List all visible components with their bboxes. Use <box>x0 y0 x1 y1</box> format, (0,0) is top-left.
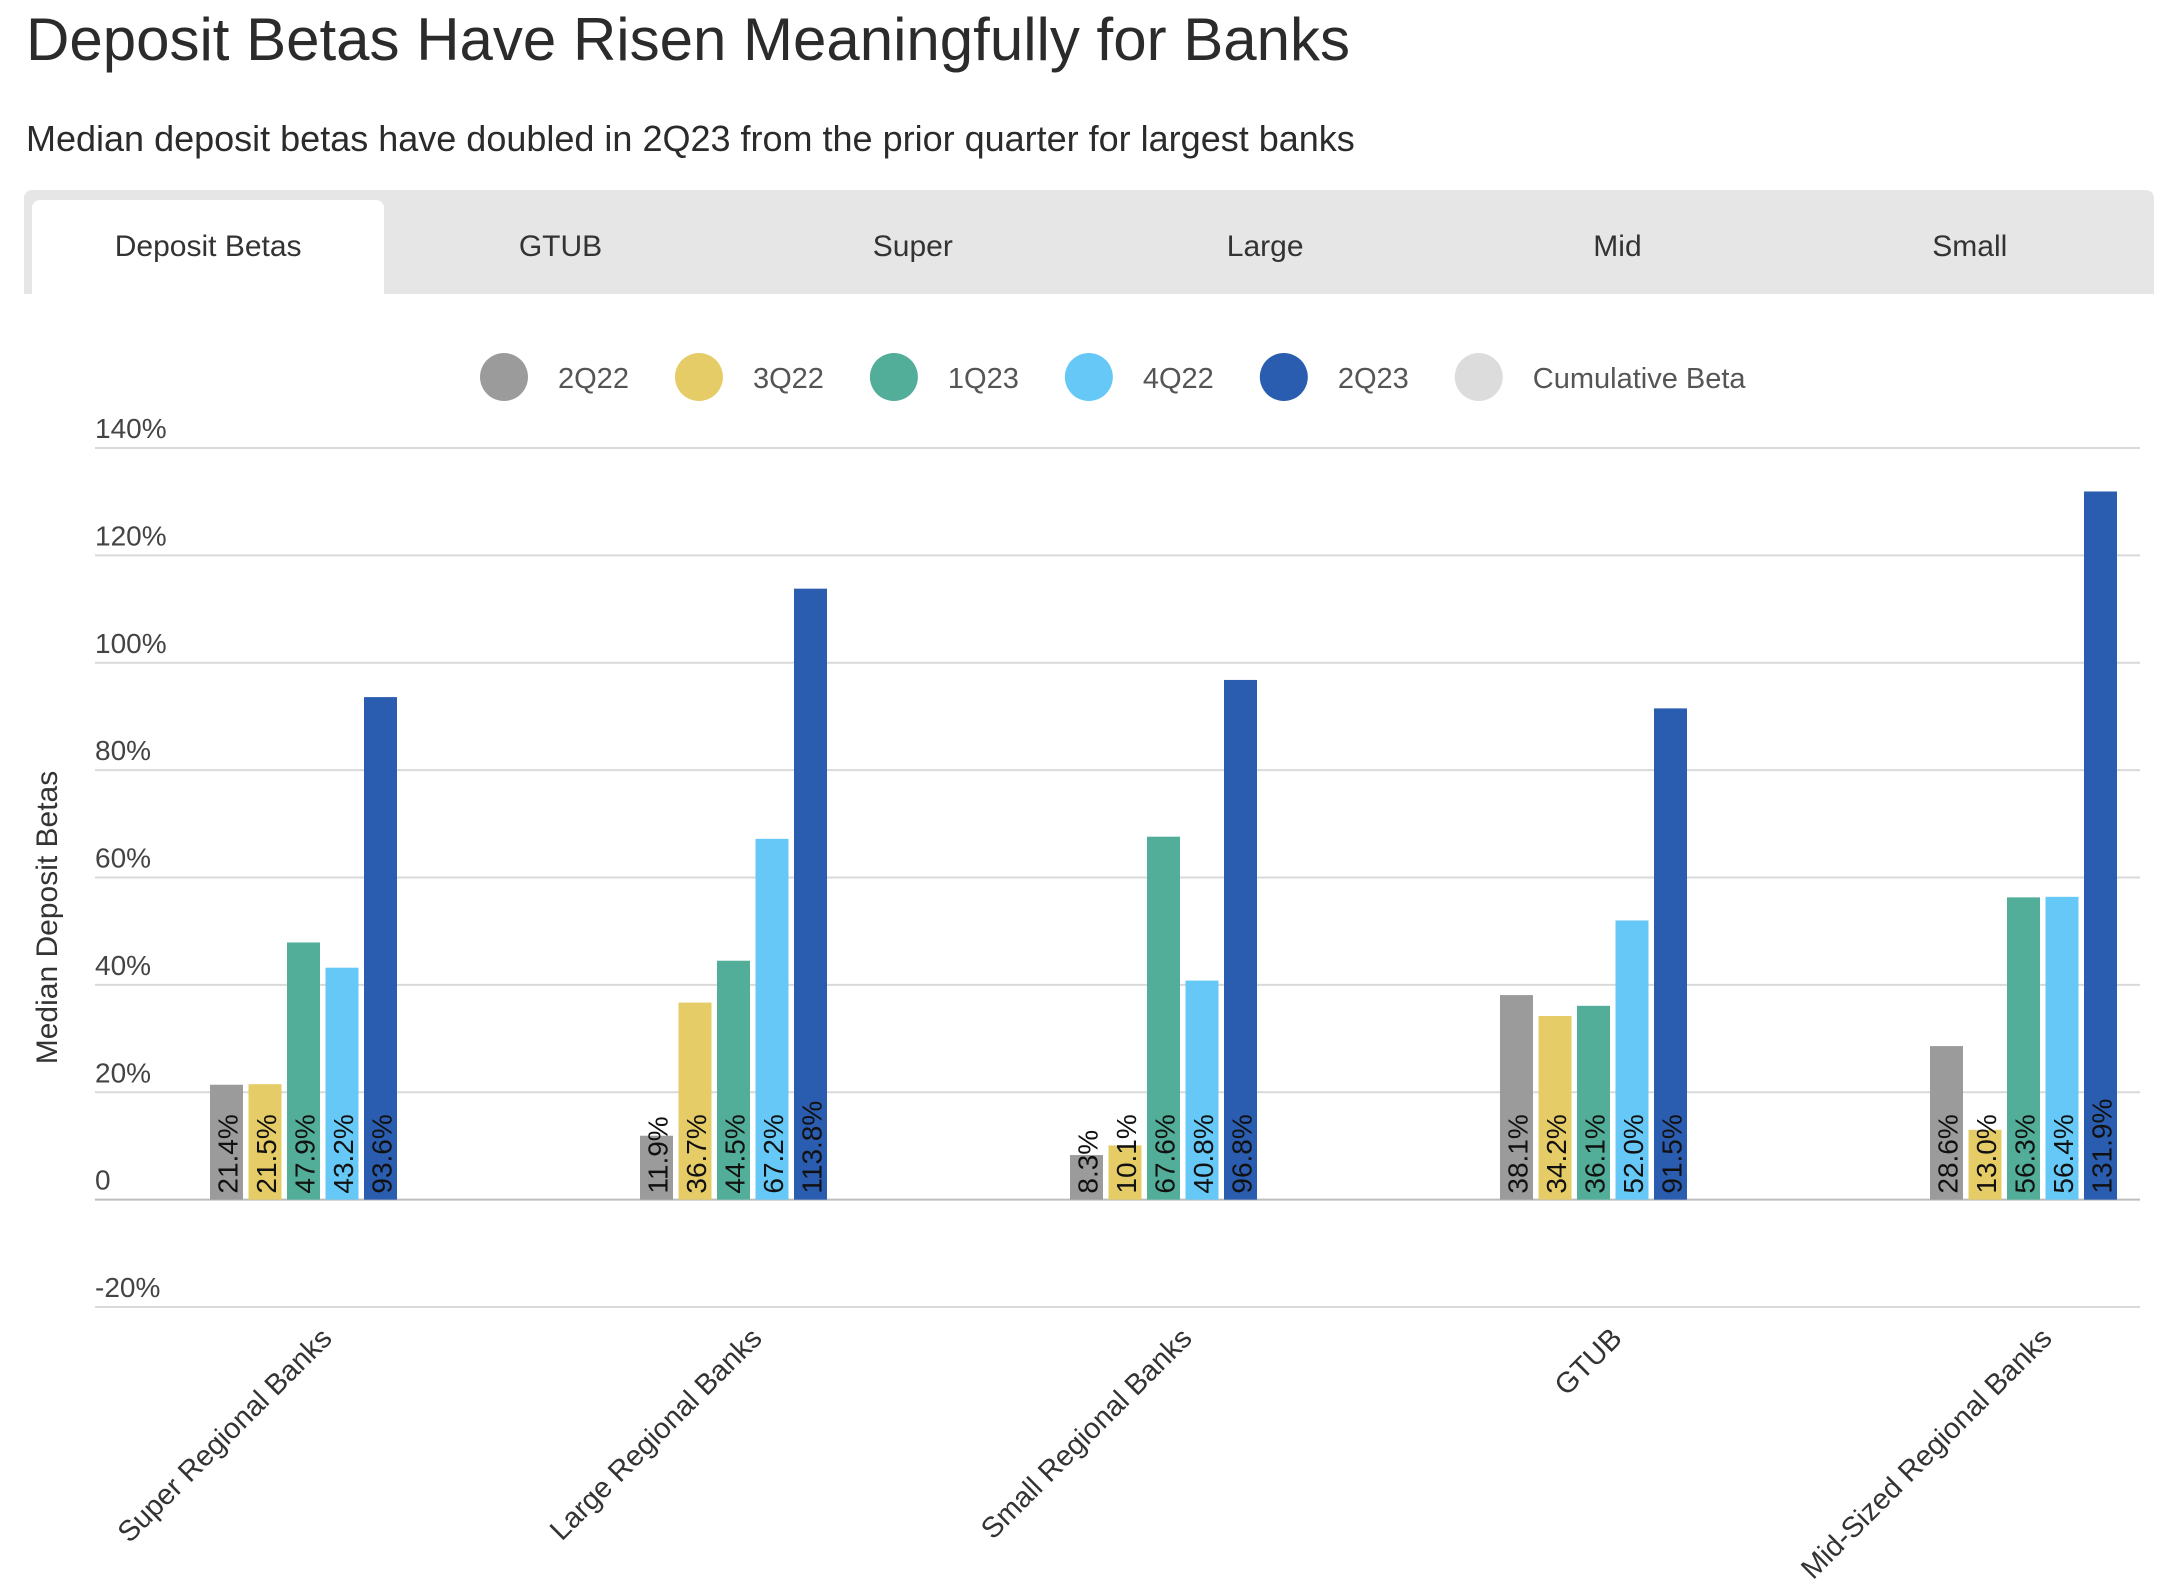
bar-2q23-mid-sized-regional-banks[interactable] <box>2084 491 2117 1200</box>
data-label-3q22-gtub: 34.2% <box>1541 1114 1572 1193</box>
bar-2q23-small-regional-banks[interactable] <box>1224 679 1257 1200</box>
legend-item-3q22[interactable]: 3Q22 <box>674 353 824 401</box>
y-tick-label: 120% <box>95 520 167 551</box>
bar-2q22-gtub[interactable] <box>1500 995 1533 1200</box>
data-label-2q22-small-regional-banks: 8.3% <box>1073 1130 1104 1194</box>
data-label-1q23-super-regional-banks: 47.9% <box>290 1114 321 1193</box>
data-label-1q23-gtub: 36.1% <box>1580 1114 1611 1193</box>
bar-2q23-gtub[interactable] <box>1654 708 1687 1200</box>
bar-1q23-super-regional-banks[interactable] <box>287 942 320 1200</box>
data-label-2q23-super-regional-banks: 93.6% <box>367 1114 398 1193</box>
legend-label: 2Q22 <box>558 363 629 395</box>
tab-deposit-betas[interactable]: Deposit Betas <box>32 200 385 294</box>
data-label-4q22-small-regional-banks: 40.8% <box>1188 1114 1219 1193</box>
bar-2q22-small-regional-banks[interactable] <box>1070 1155 1103 1200</box>
bar-4q22-super-regional-banks[interactable] <box>325 967 359 1200</box>
bar-1q23-small-regional-banks[interactable] <box>1147 836 1180 1200</box>
x-tick-label-super-regional-banks: Super Regional Banks <box>112 1322 339 1549</box>
data-label-4q22-gtub: 52.0% <box>1618 1114 1649 1193</box>
data-label-3q22-mid-sized-regional-banks: 13.0% <box>1971 1114 2002 1193</box>
page-subtitle: Median deposit betas have doubled in 2Q2… <box>26 118 1355 159</box>
legend-label: 2Q23 <box>1338 363 1409 395</box>
y-tick-label: 100% <box>95 628 167 659</box>
legend-item-2q22[interactable]: 2Q22 <box>480 353 629 401</box>
legend-label: Cumulative Beta <box>1533 363 1747 395</box>
x-tick-label-mid-sized-regional-banks: Mid-Sized Regional Banks <box>1795 1322 2058 1585</box>
tab-bar: Deposit Betas GTUB Super Large Mid Small <box>24 190 2154 294</box>
data-label-2q23-small-regional-banks: 96.8% <box>1227 1114 1258 1193</box>
bar-1q23-mid-sized-regional-banks[interactable] <box>2007 897 2040 1200</box>
bar-2q22-super-regional-banks[interactable] <box>210 1084 243 1200</box>
bar-3q22-mid-sized-regional-banks[interactable] <box>1968 1129 2002 1200</box>
data-label-2q23-mid-sized-regional-banks: 131.9% <box>2087 1099 2118 1194</box>
tab-large[interactable]: Large <box>1226 230 1304 263</box>
bar-3q22-super-regional-banks[interactable] <box>248 1084 282 1200</box>
data-label-3q22-large-regional-banks: 36.7% <box>681 1114 712 1193</box>
data-label-4q22-large-regional-banks: 67.2% <box>758 1114 789 1193</box>
bar-3q22-gtub[interactable] <box>1538 1016 1572 1200</box>
data-label-2q22-super-regional-banks: 21.4% <box>213 1114 244 1193</box>
data-label-3q22-small-regional-banks: 10.1% <box>1111 1114 1142 1193</box>
y-tick-label: 60% <box>95 843 151 874</box>
y-tick-label: -20% <box>95 1272 160 1303</box>
y-tick-label: 80% <box>95 735 151 766</box>
y-axis-label: Median Deposit Betas <box>31 771 64 1065</box>
data-label-1q23-small-regional-banks: 67.6% <box>1150 1114 1181 1193</box>
data-label-2q22-large-regional-banks: 11.9% <box>643 1116 674 1193</box>
x-tick-label-large-regional-banks: Large Regional Banks <box>544 1322 768 1546</box>
bar-2q23-super-regional-banks[interactable] <box>364 697 397 1200</box>
data-label-1q23-mid-sized-regional-banks: 56.3% <box>2010 1114 2041 1193</box>
legend-swatch <box>869 353 918 401</box>
x-tick-label-small-regional-banks: Small Regional Banks <box>975 1322 1198 1545</box>
data-label-2q22-mid-sized-regional-banks: 28.6% <box>1933 1114 1964 1193</box>
bar-1q23-large-regional-banks[interactable] <box>717 960 750 1200</box>
bar-2q22-mid-sized-regional-banks[interactable] <box>1930 1046 1963 1200</box>
tab-mid[interactable]: Mid <box>1593 230 1642 263</box>
bar-2q22-large-regional-banks[interactable] <box>640 1135 673 1200</box>
bar-2q23-large-regional-banks[interactable] <box>794 588 827 1200</box>
legend-label: 4Q22 <box>1143 363 1214 395</box>
data-label-2q23-large-regional-banks: 113.8% <box>797 1101 828 1194</box>
data-label-3q22-super-regional-banks: 21.5% <box>251 1114 282 1193</box>
bar-4q22-gtub[interactable] <box>1615 920 1649 1200</box>
data-label-2q23-gtub: 91.5% <box>1657 1114 1688 1193</box>
bar-chart: -20% 0 20% 40% 60% 80% 100% 120% 140% Median Depo… <box>31 353 2140 1585</box>
legend-swatch <box>674 353 723 401</box>
y-tick-label: 0 <box>95 1165 111 1196</box>
bar-3q22-large-regional-banks[interactable] <box>678 1002 712 1200</box>
page-title: Deposit Betas Have Risen Meaningfully fo… <box>26 6 1350 73</box>
bar-3q22-small-regional-banks[interactable] <box>1108 1145 1142 1200</box>
legend-item-4q22[interactable]: 4Q22 <box>1064 353 1214 401</box>
legend-item-1q23[interactable]: 1Q23 <box>869 353 1019 401</box>
bar-4q22-small-regional-banks[interactable] <box>1185 980 1219 1200</box>
data-label-2q22-gtub: 38.1% <box>1503 1114 1534 1193</box>
data-label-1q23-large-regional-banks: 44.5% <box>720 1114 751 1193</box>
bar-4q22-mid-sized-regional-banks[interactable] <box>2045 896 2079 1200</box>
x-tick-label-gtub: GTUB <box>1549 1322 1629 1402</box>
legend-item-2q23[interactable]: 2Q23 <box>1259 353 1409 401</box>
legend-swatch <box>480 353 528 401</box>
data-label-4q22-mid-sized-regional-banks: 56.4% <box>2048 1114 2079 1193</box>
legend-swatch <box>1454 353 1503 401</box>
data-label-4q22-super-regional-banks: 43.2% <box>328 1114 359 1193</box>
y-tick-label: 140% <box>95 413 167 444</box>
tab-gtub[interactable]: GTUB <box>518 230 603 263</box>
legend-label: 3Q22 <box>753 363 824 395</box>
legend-swatch <box>1259 353 1308 401</box>
y-tick-label: 40% <box>95 950 151 981</box>
tab-small[interactable]: Small <box>1932 230 2008 263</box>
bar-1q23-gtub[interactable] <box>1577 1005 1610 1200</box>
legend-label: 1Q23 <box>948 363 1019 395</box>
legend-swatch <box>1064 353 1113 401</box>
tab-super[interactable]: Super <box>872 230 953 263</box>
y-tick-label: 20% <box>95 1057 151 1088</box>
bar-4q22-large-regional-banks[interactable] <box>755 838 789 1200</box>
legend-item-cumulative-beta[interactable]: Cumulative Beta <box>1454 353 1747 401</box>
